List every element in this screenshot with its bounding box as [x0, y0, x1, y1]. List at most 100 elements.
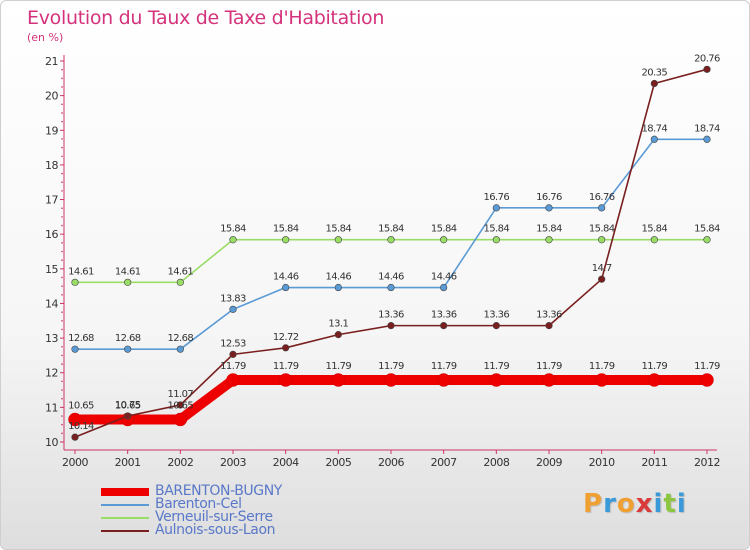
y-minor-tick: [61, 155, 63, 158]
data-label: 15.84: [536, 224, 562, 235]
legend-item: Barenton-Cel: [101, 496, 282, 512]
data-label: 11.79: [642, 361, 668, 372]
data-point: [598, 204, 606, 212]
data-label: 14.7: [592, 263, 612, 274]
data-point: [334, 283, 342, 292]
y-minor-tick: [61, 190, 63, 192]
x-tick-label: 2006: [378, 456, 404, 469]
y-minor-tick: [61, 103, 63, 106]
y-minor-tick: [61, 146, 63, 149]
data-label: 12.68: [68, 333, 94, 344]
data-label: 11.79: [220, 361, 246, 372]
legend-swatch: [101, 529, 149, 532]
data-point: [542, 373, 556, 387]
data-label: 11.79: [273, 361, 299, 372]
data-point: [700, 373, 714, 387]
y-tick-label: 17: [45, 194, 58, 207]
y-tick-label: 10: [45, 436, 58, 449]
y-minor-tick: [61, 319, 63, 322]
data-point: [282, 283, 290, 292]
y-tick-label: 11: [45, 401, 58, 414]
data-point: [440, 283, 448, 292]
data-point: [647, 373, 662, 387]
data-point: [650, 236, 658, 244]
y-minor-tick: [61, 432, 63, 435]
data-label: 13.36: [536, 310, 562, 321]
data-label: 14.46: [378, 272, 404, 283]
data-point: [492, 204, 500, 212]
legend-swatch: [101, 503, 149, 506]
data-point: [598, 236, 606, 244]
y-tick-label: 21: [45, 55, 58, 68]
y-minor-tick: [61, 354, 63, 357]
data-point: [176, 345, 184, 353]
y-minor-tick: [61, 363, 63, 365]
data-point: [703, 135, 711, 143]
data-point: [436, 373, 451, 387]
data-label: 14.61: [68, 266, 94, 277]
y-minor-tick: [61, 86, 63, 88]
data-label: 11.79: [694, 361, 720, 372]
data-point: [440, 322, 448, 330]
data-point: [282, 236, 290, 244]
data-point: [124, 345, 132, 353]
data-point: [282, 344, 290, 352]
data-point: [440, 236, 448, 244]
data-label: 13.36: [378, 310, 404, 321]
x-tick-label: 2003: [220, 456, 246, 469]
y-minor-tick: [61, 112, 63, 114]
data-point: [71, 278, 79, 286]
data-label: 16.76: [536, 192, 562, 203]
y-minor-tick: [61, 276, 63, 279]
legend-label: Aulnois-sous-Laon: [155, 522, 276, 538]
data-label: 11.79: [378, 361, 404, 372]
y-minor-tick: [61, 172, 63, 175]
y-minor-tick: [61, 328, 63, 331]
chart-unit-label: (en %): [27, 31, 64, 44]
data-point: [334, 331, 342, 339]
chart-legend: BARENTON-BUGNY Barenton-Cel Verneuil-sur-S…: [101, 484, 282, 538]
data-label: 16.76: [589, 192, 615, 203]
data-label: 11.79: [484, 361, 510, 372]
x-tick-label: 2001: [115, 456, 141, 469]
data-point: [334, 236, 342, 244]
x-tick-label: 2007: [431, 456, 457, 469]
data-point: [176, 401, 184, 409]
x-tick-label: 2008: [483, 456, 509, 469]
data-point: [229, 305, 237, 313]
y-tick-label: 20: [45, 90, 58, 103]
data-label: 10.65: [115, 400, 141, 411]
y-minor-tick: [61, 207, 63, 210]
data-label: 11.79: [589, 361, 615, 372]
x-tick-label: 2011: [641, 456, 667, 469]
y-minor-tick: [61, 224, 63, 227]
proxiti-logo: Proxiti: [583, 489, 687, 519]
data-label: 15.84: [220, 224, 246, 235]
data-label: 13.36: [484, 310, 510, 321]
y-minor-tick: [61, 423, 63, 426]
data-point: [68, 412, 82, 427]
y-minor-tick: [61, 285, 63, 287]
y-minor-tick: [61, 250, 63, 253]
y-tick-label: 12: [45, 367, 58, 380]
legend-item: Aulnois-sous-Laon: [101, 522, 282, 538]
data-label: 14.61: [115, 266, 141, 277]
data-label: 11.07: [168, 389, 194, 400]
legend-label: Barenton-Cel: [155, 496, 242, 512]
data-point: [229, 350, 237, 358]
data-label: 10.14: [68, 421, 94, 432]
data-point: [173, 412, 188, 427]
data-label: 15.84: [378, 224, 404, 235]
data-point: [387, 322, 395, 330]
data-label: 18.74: [642, 123, 668, 134]
data-point: [492, 322, 500, 330]
y-minor-tick: [61, 415, 63, 417]
data-label: 12.68: [168, 333, 194, 344]
x-tick-label: 2009: [536, 456, 562, 469]
data-label: 13.36: [431, 310, 457, 321]
legend-item: BARENTON-BUGNY: [101, 484, 282, 498]
data-point: [331, 373, 346, 387]
y-tick-label: 19: [45, 124, 58, 137]
